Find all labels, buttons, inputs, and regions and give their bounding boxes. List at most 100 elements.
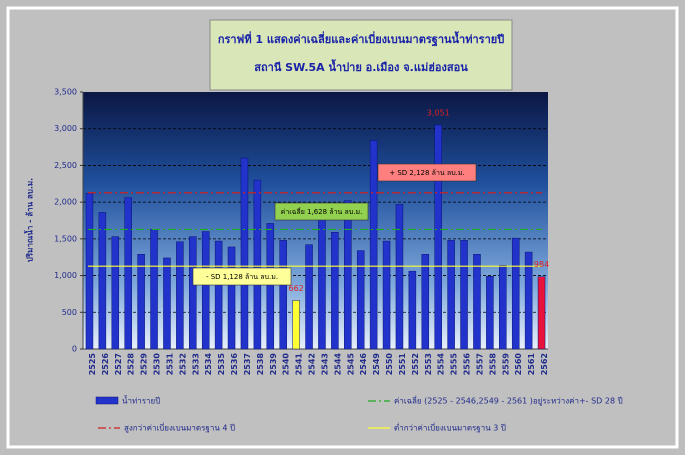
bar: [382, 240, 391, 350]
x-tick-label: 2556: [463, 353, 472, 376]
y-tick-label: 2,000: [54, 198, 77, 207]
x-tick-label: 2535: [217, 353, 226, 376]
y-tick-label: 3,500: [54, 88, 77, 97]
bar: [395, 204, 404, 350]
bar: [511, 237, 520, 350]
bar: [434, 124, 442, 350]
bar: [163, 257, 171, 350]
x-tick-label: 2530: [153, 353, 162, 376]
x-tick-label: 2555: [450, 353, 459, 376]
y-tick-label: 1,500: [54, 234, 77, 243]
bar: [305, 244, 313, 350]
bar: [137, 254, 145, 350]
x-tick-label: 2550: [385, 353, 394, 376]
x-tick-label: 2560: [514, 353, 523, 376]
reference-label: - SD 1,128 ล้าน ลบ.ม.: [206, 273, 278, 281]
y-tick-label: 0: [72, 345, 77, 354]
x-tick-label: 2561: [527, 353, 536, 376]
y-tick-label: 500: [62, 308, 77, 317]
x-tick-label: 2559: [501, 353, 510, 376]
x-tick-label: 2543: [320, 353, 329, 375]
x-tick-label: 2538: [256, 353, 265, 376]
bar: [486, 276, 494, 350]
legend-label: ค่าเฉลี่ย (2525 - 2546,2549 - 2561 )อยู่…: [394, 395, 623, 407]
bar: [408, 270, 417, 350]
x-tick-label: 2562: [540, 353, 549, 375]
reference-label: + SD 2,128 ล้าน ลบ.ม.: [389, 169, 464, 177]
x-tick-label: 2526: [101, 353, 110, 376]
x-tick-label: 2536: [230, 353, 239, 376]
reference-label: ค่าเฉลี่ย 1,628 ล้าน ลบ.ม.: [281, 207, 363, 216]
x-tick-label: 2537: [243, 353, 252, 375]
x-tick-label: 2533: [191, 353, 200, 375]
reference-label-box: [377, 163, 477, 182]
x-tick-label: 2528: [127, 353, 136, 376]
bar: [201, 231, 210, 350]
bar: [240, 157, 249, 350]
x-tick-label: 2539: [269, 353, 278, 376]
y-axis-label: ปริมาณน้ำ - ล้าน ลบ.ม.: [24, 178, 35, 262]
bar: [537, 276, 546, 350]
bar: [524, 251, 533, 350]
legend-label: ต่ำกว่าค่าเบี่ยงเบนมาตรฐาน 3 ปี: [394, 422, 506, 433]
bar: [369, 140, 378, 350]
bar: [421, 254, 430, 350]
bar: [499, 265, 507, 350]
bar: [85, 193, 94, 350]
title-box: [209, 19, 513, 91]
x-tick-label: 2553: [424, 353, 433, 375]
x-tick-label: 2531: [165, 353, 174, 376]
x-tick-label: 2540: [282, 353, 291, 376]
bar: [150, 229, 158, 350]
bar: [227, 246, 236, 350]
bar: [98, 212, 107, 350]
y-tick-label: 2,500: [54, 161, 77, 170]
x-tick-label: 2546: [359, 353, 368, 376]
legend-label: สูงกว่าค่าเบี่ยงเบนมาตรฐาน 4 ปี: [124, 422, 235, 434]
x-tick-label: 2541: [295, 353, 304, 376]
chart-title: กราฟที่ 1 แสดงค่าเฉลี่ยและค่าเบี่ยงเบนมา…: [218, 31, 504, 47]
bar: [460, 240, 468, 350]
x-tick-label: 2534: [204, 353, 213, 376]
x-tick-label: 2557: [475, 353, 484, 375]
x-tick-label: 2545: [346, 353, 355, 376]
data-label: 3,051: [427, 108, 450, 117]
bar: [189, 236, 197, 350]
bar: [447, 240, 455, 350]
x-tick-label: 2529: [140, 353, 149, 376]
x-tick-label: 2551: [398, 353, 407, 376]
y-tick-label: 1,000: [54, 271, 77, 280]
chart-subtitle: สถานี SW.5A น้ำปาย อ.เมือง จ.แม่ฮ่องสอน: [254, 59, 468, 74]
plot-area: [83, 92, 548, 349]
bar: [473, 254, 481, 350]
reference-label-box: [192, 267, 292, 286]
bar: [124, 197, 132, 350]
bar: [331, 231, 339, 350]
bar: [111, 236, 120, 350]
bar: [176, 241, 184, 350]
x-tick-label: 2532: [178, 353, 187, 375]
bar: [318, 216, 326, 350]
bar: [253, 179, 262, 350]
x-tick-label: 2542: [308, 353, 317, 375]
reference-label-box: [274, 202, 369, 221]
bar: [344, 200, 352, 350]
data-label: 984: [534, 260, 549, 269]
x-tick-label: 2558: [488, 353, 497, 376]
bar: [356, 250, 365, 350]
x-tick-label: 2552: [411, 353, 420, 375]
x-tick-label: 2525: [88, 353, 97, 376]
x-tick-label: 2527: [114, 353, 123, 375]
legend-swatch: [95, 396, 119, 405]
bar: [266, 223, 275, 350]
bar: [279, 240, 287, 350]
y-tick-label: 3,000: [54, 124, 77, 133]
x-tick-label: 2544: [333, 353, 342, 376]
bar: [214, 240, 223, 350]
legend-label: น้ำท่ารายปี: [122, 395, 160, 406]
x-tick-label: 2554: [437, 353, 446, 376]
x-tick-label: 2549: [372, 353, 381, 376]
data-label: 662: [288, 284, 303, 293]
bar: [292, 300, 300, 350]
